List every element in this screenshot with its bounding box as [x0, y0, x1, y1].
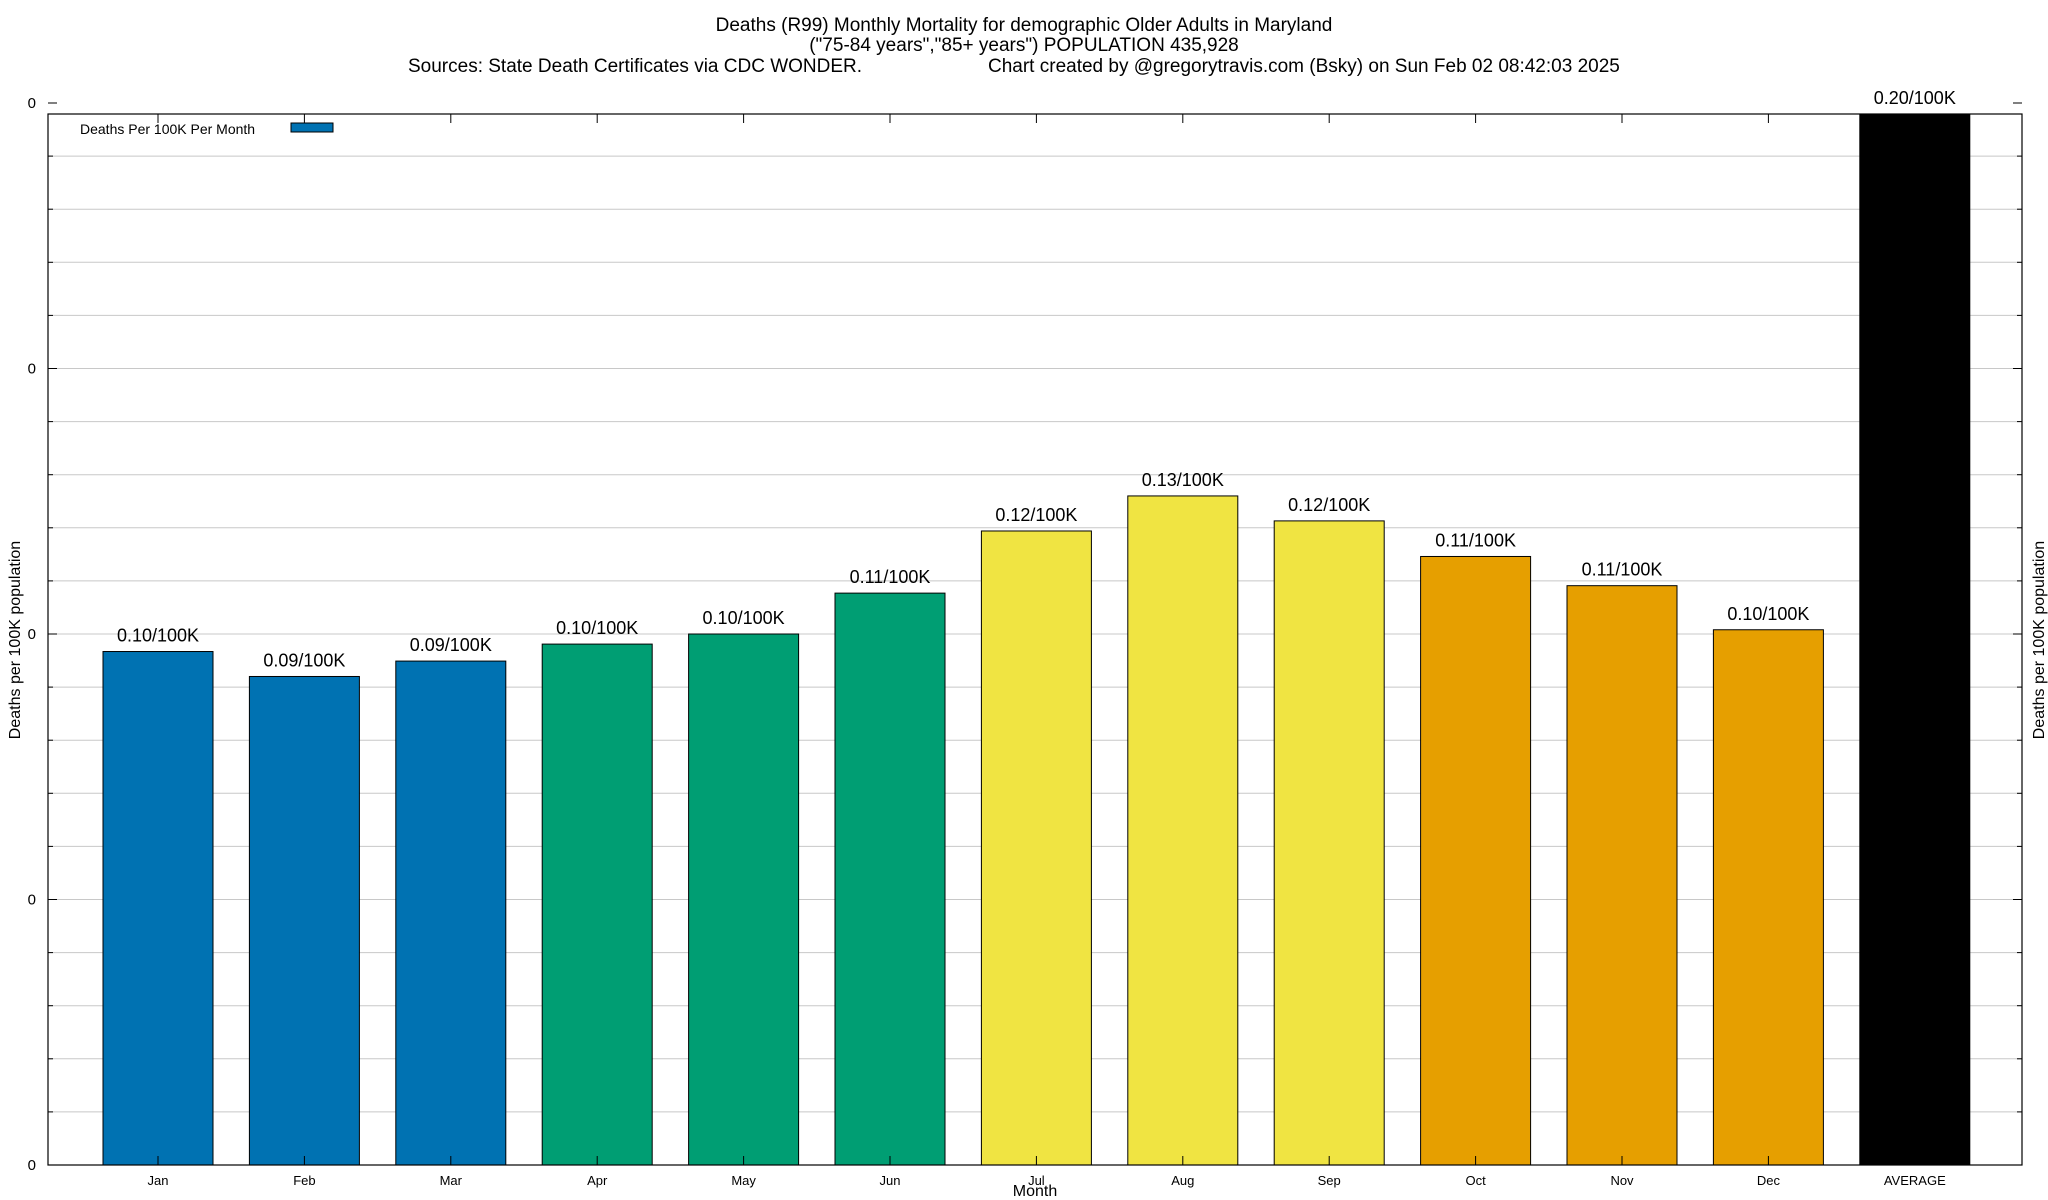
data-label: 0.09/100K	[410, 635, 492, 655]
data-label: 0.10/100K	[703, 608, 785, 628]
data-label: 0.09/100K	[263, 650, 345, 670]
data-label: 0.12/100K	[1288, 495, 1370, 515]
bar-dec	[1712, 629, 1824, 1166]
title-block: Deaths (R99) Monthly Mortality for demog…	[408, 15, 1620, 77]
bars	[102, 113, 1971, 1166]
data-labels: 0.10/100K 0.09/100K 0.09/100K 0.10/100K 0.10…	[117, 88, 1956, 670]
y-tick-label: 0	[28, 95, 36, 112]
data-label: 0.11/100K	[1435, 530, 1516, 550]
data-label: 0.13/100K	[1142, 470, 1224, 490]
x-tick-label: May	[731, 1173, 756, 1188]
y-tick-label: 0	[28, 1157, 36, 1174]
x-tick-label: Sep	[1318, 1173, 1341, 1188]
y-axis-label: Deaths per 100K population	[7, 541, 24, 739]
plot-border	[47, 113, 2023, 1166]
x-tick-label: Oct	[1465, 1173, 1486, 1188]
bar-may	[688, 633, 800, 1166]
data-label: 0.10/100K	[117, 626, 199, 646]
data-label: 0.11/100K	[850, 567, 931, 587]
bar-feb	[248, 675, 360, 1166]
x-tick-label: Jul	[1028, 1173, 1045, 1188]
y-tick-label: 0	[28, 626, 36, 643]
bar-aug	[1127, 495, 1239, 1166]
credit-line: Chart created by @gregorytravis.com (Bsk…	[988, 56, 1620, 77]
legend-swatch	[290, 122, 334, 133]
x-tick-label: Jun	[880, 1173, 901, 1188]
x-tick-label: Feb	[293, 1173, 315, 1188]
x-axis-label: Month	[1013, 1183, 1057, 1200]
bar-jun	[834, 592, 946, 1166]
y2-axis-label: Deaths per 100K population	[2031, 541, 2048, 739]
y-tick-label: 0	[28, 361, 36, 378]
data-label: 0.11/100K	[1582, 560, 1663, 580]
grid	[48, 155, 2022, 1113]
y-axis: 0 0 0 0 0	[28, 95, 2022, 1174]
data-label: 0.10/100K	[1727, 604, 1809, 624]
source-line: Sources: State Death Certificates via CD…	[408, 56, 862, 77]
data-label: 0.10/100K	[556, 618, 638, 638]
bar-mar	[395, 660, 507, 1166]
data-label: 0.12/100K	[995, 505, 1077, 525]
x-tick-label: Mar	[440, 1173, 463, 1188]
chart-title: Deaths (R99) Monthly Mortality for demog…	[716, 15, 1333, 36]
bar-apr	[541, 643, 653, 1166]
legend-label: Deaths Per 100K Per Month	[80, 121, 255, 137]
bar-oct	[1420, 555, 1532, 1166]
legend: Deaths Per 100K Per Month	[80, 121, 334, 137]
x-axis: Jan Feb Mar Apr May Jun Jul Aug Sep Oct Nov Dec AVER…	[148, 114, 1946, 1188]
x-tick-label: Aug	[1171, 1173, 1194, 1188]
x-tick-label: Dec	[1757, 1173, 1781, 1188]
x-tick-label: AVERAGE	[1884, 1173, 1946, 1188]
bar-nov	[1566, 585, 1678, 1166]
bar-average	[1859, 113, 1971, 1166]
y-tick-label: 0	[28, 892, 36, 909]
bar-jul	[980, 530, 1092, 1166]
bar-sep	[1273, 520, 1385, 1166]
x-tick-label: Nov	[1610, 1173, 1634, 1188]
chart-subtitle: ("75-84 years","85+ years") POPULATION 4…	[809, 35, 1239, 56]
x-tick-label: Apr	[587, 1173, 608, 1188]
x-tick-label: Jan	[148, 1173, 169, 1188]
bar-jan	[102, 651, 214, 1166]
data-label: 0.20/100K	[1874, 88, 1956, 108]
